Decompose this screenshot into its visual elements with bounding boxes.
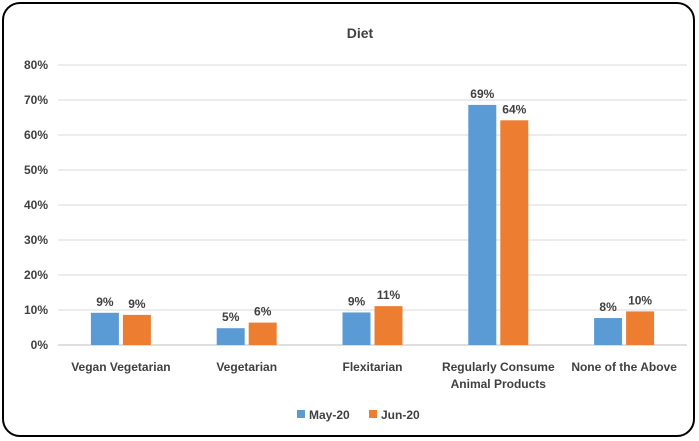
x-category-label: Regularly Consume	[442, 360, 555, 374]
data-label: 9%	[128, 297, 146, 311]
bar-jun-20-0	[122, 314, 151, 345]
bars	[90, 104, 655, 346]
gridlines	[58, 64, 687, 346]
x-category-label: Animal Products	[451, 377, 547, 391]
data-labels: 9% 9% 5% 6% 9% 11% 69% 64% 8% 10%	[96, 87, 652, 324]
y-tick-label: 50%	[24, 163, 48, 177]
legend-swatch-0	[297, 410, 305, 418]
bar-jun-20-2	[374, 306, 403, 345]
data-label: 10%	[628, 293, 652, 307]
x-category-label: Vegetarian	[216, 360, 277, 374]
data-label: 64%	[502, 102, 526, 116]
legend-label: May-20	[309, 408, 350, 422]
data-label: 11%	[377, 288, 401, 302]
bar-jun-20-3	[500, 120, 529, 345]
bar-may-20-4	[594, 318, 623, 345]
x-category-label: None of the Above	[571, 360, 677, 374]
y-tick-label: 40%	[24, 198, 48, 212]
y-tick-label: 30%	[24, 233, 48, 247]
data-label: 9%	[348, 294, 366, 308]
legend: May-20 Jun-20	[297, 408, 420, 422]
bar-may-20-3	[468, 104, 497, 346]
data-label: 5%	[222, 310, 240, 324]
bar-jun-20-4	[626, 311, 655, 345]
bar-may-20-2	[342, 312, 371, 345]
y-tick-label: 80%	[24, 58, 48, 72]
chart-frame: 0% 10% 20% 30% 40% 50% 60% 70% 80% Vegan Vegetari…	[2, 2, 695, 437]
bar-may-20-0	[90, 312, 119, 345]
bar-chart: 0% 10% 20% 30% 40% 50% 60% 70% 80% Vegan Vegetari…	[24, 25, 687, 422]
bar-may-20-1	[216, 328, 245, 345]
data-label: 9%	[96, 295, 114, 309]
data-label: 6%	[254, 305, 272, 319]
axes: 0% 10% 20% 30% 40% 50% 60% 70% 80% Vegan Vegetari…	[24, 58, 677, 391]
x-category-label: Vegan Vegetarian	[71, 360, 170, 374]
chart-title: Diet	[347, 25, 374, 41]
legend-swatch-1	[369, 410, 377, 418]
legend-label: Jun-20	[381, 408, 420, 422]
y-tick-label: 60%	[24, 128, 48, 142]
x-category-label: Flexitarian	[342, 360, 402, 374]
y-tick-label: 0%	[31, 338, 49, 352]
data-label: 69%	[470, 87, 494, 101]
y-tick-label: 10%	[24, 303, 48, 317]
bar-jun-20-1	[248, 322, 277, 345]
y-tick-label: 20%	[24, 268, 48, 282]
y-tick-label: 70%	[24, 93, 48, 107]
data-label: 8%	[599, 300, 617, 314]
